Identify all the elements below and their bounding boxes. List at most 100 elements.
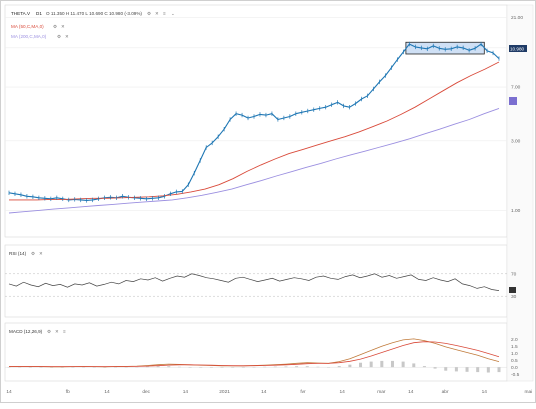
macd-panel[interactable] xyxy=(4,322,508,382)
price-tick-label: 7.00 xyxy=(511,85,521,91)
current-price-tag-text: 10.980 xyxy=(510,47,524,52)
rsi-settings-icon[interactable]: ⚙ xyxy=(31,251,36,256)
macd-histogram-bar xyxy=(82,367,86,368)
macd-histogram-bar xyxy=(433,367,437,369)
price-panel[interactable] xyxy=(4,4,508,238)
price-tick-label: 1.00 xyxy=(511,208,521,214)
symbol-label[interactable]: THETA.V xyxy=(11,11,31,16)
price-tick-label: 21.00 xyxy=(511,15,523,21)
macd-histogram-bar xyxy=(454,367,458,372)
time-tick-label: 14 xyxy=(340,389,346,395)
macd-tick-label: -0.5 xyxy=(511,372,520,378)
rsi-tick-label: 70 xyxy=(511,271,517,277)
rsi-line[interactable] xyxy=(8,273,500,291)
time-tick-label: dec xyxy=(142,389,150,395)
menu-icon[interactable]: ≡ xyxy=(163,11,166,16)
macd-histogram-bar xyxy=(444,367,448,371)
price-plot xyxy=(5,17,507,214)
macd-menu-icon[interactable]: ≡ xyxy=(63,329,66,334)
macd-histogram-bar xyxy=(316,366,320,368)
macd-histogram-bar xyxy=(71,367,75,368)
interval-label[interactable]: D1 xyxy=(36,11,42,16)
ma200-price-tag-bg xyxy=(509,97,517,105)
macd-histogram-bar xyxy=(103,367,107,368)
macd-tick-label: 0.0 xyxy=(511,365,518,371)
current-price-tag-bg xyxy=(509,45,527,52)
ma200-settings-icon[interactable]: ⚙ xyxy=(57,34,62,39)
macd-histogram-bar xyxy=(412,363,416,368)
time-axis: 14 fb 14 dec 14 2021 14 fvr 14 mar 14 abr 14 mai xyxy=(6,389,532,395)
rsi-current-tag-bg xyxy=(509,287,516,293)
macd-axis: 2.01.51.00.50.0-0.5 xyxy=(511,337,520,378)
time-tick-label: 2021 xyxy=(219,389,230,395)
macd-settings-icon[interactable]: ⚙ xyxy=(47,329,52,334)
macd-histogram-bar xyxy=(327,367,331,368)
ma200-legend[interactable]: MA (200,C,MA,0) xyxy=(11,34,47,39)
macd-signal-line[interactable] xyxy=(8,341,500,368)
macd-histogram-bar xyxy=(145,366,149,368)
macd-histogram-bar xyxy=(359,362,363,368)
macd-histogram-bar xyxy=(422,366,426,368)
chevron-down-icon[interactable]: ⌄ xyxy=(171,11,175,16)
macd-histogram-bar xyxy=(231,367,235,368)
rsi-current-tag xyxy=(509,287,516,293)
time-tick-label: mar xyxy=(377,389,386,395)
macd-histogram-bar xyxy=(7,367,11,368)
macd-tick-label: 1.0 xyxy=(511,351,518,357)
macd-histogram-bar xyxy=(156,366,160,368)
macd-close-icon[interactable]: ✕ xyxy=(55,329,59,334)
macd-histogram-bar xyxy=(390,360,394,368)
macd-histogram-bar xyxy=(188,367,192,368)
ma50-series[interactable] xyxy=(9,61,500,201)
macd-histogram-bar xyxy=(39,367,43,368)
rsi-tick-label: 30 xyxy=(511,294,517,300)
rsi-plot xyxy=(5,273,507,297)
macd-histogram-bar xyxy=(50,367,54,368)
macd-histogram-bar xyxy=(284,366,288,368)
macd-histogram-bar xyxy=(497,367,501,373)
ma200-series[interactable] xyxy=(8,107,500,214)
macd-tick-label: 1.5 xyxy=(511,344,518,350)
macd-tick-label: 2.0 xyxy=(511,337,518,343)
macd-histogram-bar xyxy=(177,366,181,368)
macd-histogram-bar xyxy=(305,366,309,368)
ma50-close-icon[interactable]: ✕ xyxy=(61,24,65,29)
time-tick-label: 14 xyxy=(261,389,267,395)
ma50-settings-icon[interactable]: ⚙ xyxy=(53,24,58,29)
macd-histogram-bar xyxy=(263,366,267,368)
rsi-close-icon[interactable]: ✕ xyxy=(39,251,43,256)
macd-histogram-bar xyxy=(348,364,352,368)
current-price-tag: 10.980 xyxy=(509,45,527,52)
chart-header: THETA.V D1 O 11.350 H 11.470 L 10.690 C … xyxy=(11,11,175,39)
macd-histogram-bar xyxy=(199,367,203,368)
macd-histogram-bar xyxy=(369,361,373,368)
ma50-legend[interactable]: MA (50,C,MA,0) xyxy=(11,24,44,29)
macd-plot xyxy=(5,338,507,373)
price-tick-label: 3.00 xyxy=(511,138,521,144)
macd-legend[interactable]: MACD (12,26,9) xyxy=(9,329,43,334)
macd-histogram-bar xyxy=(18,367,22,368)
macd-histogram-bar xyxy=(220,367,224,368)
macd-histogram-bar xyxy=(252,367,256,368)
rsi-header: RSI (14) ⚙ ✕ xyxy=(9,251,43,256)
macd-histogram-bar xyxy=(295,366,299,368)
time-tick-label: 14 xyxy=(6,389,12,395)
ohlc-readout: O 11.350 H 11.470 L 10.690 C 10.980 (-3.… xyxy=(46,11,142,16)
settings-icon[interactable]: ⚙ xyxy=(147,11,152,16)
macd-histogram-bar xyxy=(486,367,490,373)
time-tick-label: 14 xyxy=(408,389,414,395)
time-tick-label: fb xyxy=(66,389,70,395)
macd-histogram-bar xyxy=(273,366,277,368)
macd-histogram-bar xyxy=(241,367,245,368)
ma200-close-icon[interactable]: ✕ xyxy=(65,34,69,39)
close-icon[interactable]: ✕ xyxy=(155,11,159,16)
macd-histogram-bar xyxy=(60,367,64,368)
rsi-legend[interactable]: RSI (14) xyxy=(9,251,27,256)
macd-histogram-bar xyxy=(380,360,384,368)
price-axis-strip xyxy=(506,4,534,382)
macd-histogram-bar xyxy=(28,367,32,368)
macd-histogram-bar xyxy=(124,367,128,368)
macd-histogram-bar xyxy=(167,366,171,368)
